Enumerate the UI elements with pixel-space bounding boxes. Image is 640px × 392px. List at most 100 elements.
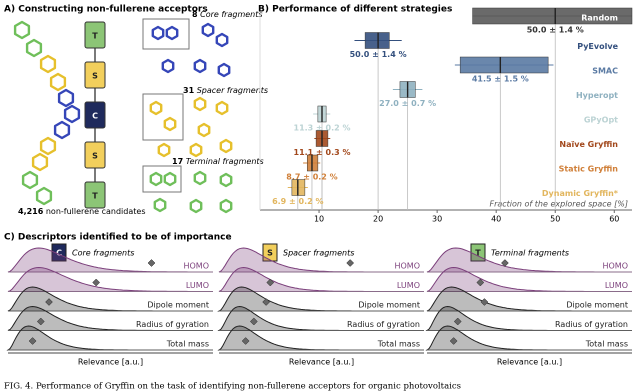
series-name: PyEvolve	[577, 42, 618, 51]
value-label: 8.7 ± 0.2 %	[286, 173, 337, 182]
row-label: LUMO	[186, 281, 209, 290]
row-label: Total mass	[585, 340, 628, 349]
label: Core fragments	[200, 10, 262, 19]
ring	[219, 138, 233, 154]
x-tick-label: 30	[432, 215, 442, 224]
ring	[165, 25, 179, 41]
series-name: Random	[581, 14, 618, 23]
ring	[39, 54, 57, 74]
value-label: 41.5 ± 1.5 %	[472, 75, 529, 84]
ring	[153, 197, 167, 213]
panel-c-title: C) Descriptors identified to be of impor…	[4, 233, 232, 243]
spacer-label: 31 Spacer fragments	[183, 86, 268, 95]
x-axis-label: Relevance [a.u.]	[289, 358, 354, 367]
letter-box	[84, 181, 106, 209]
row-label: LUMO	[397, 281, 420, 290]
ring	[201, 22, 215, 38]
row-label: Radius of gyration	[347, 320, 420, 329]
mean-diamond	[92, 278, 101, 287]
row-label: Total mass	[166, 340, 209, 349]
row-label: LUMO	[605, 281, 628, 290]
series-name: Naïve Gryffin	[559, 140, 618, 149]
molecules	[13, 20, 233, 214]
value-label: 27.0 ± 0.7 %	[379, 99, 436, 108]
ring	[219, 198, 233, 214]
series-name: SMAC	[592, 67, 618, 76]
ring	[163, 116, 177, 132]
label: non-fullerene candidates	[46, 207, 146, 216]
row-label: Dipole moment	[358, 301, 420, 310]
letter: T	[92, 192, 98, 201]
fragment-letters: T S C S T	[84, 21, 106, 209]
ring	[21, 170, 39, 190]
count: 17	[172, 157, 183, 166]
mean-diamond	[476, 278, 485, 287]
mean-diamond	[36, 317, 45, 326]
ring	[13, 20, 31, 40]
ring	[217, 62, 231, 78]
mean-diamond	[262, 298, 271, 306]
mean-diamond	[266, 278, 275, 287]
row-label: HOMO	[602, 262, 628, 271]
ring	[215, 100, 229, 116]
mean-diamond	[241, 337, 250, 345]
x-axis-label: Relevance [a.u.]	[78, 358, 143, 367]
value-label: 11.3 ± 0.2 %	[294, 124, 351, 133]
x-tick-label: 40	[491, 215, 501, 224]
icon-box	[262, 243, 278, 262]
ring	[163, 171, 177, 187]
letter-box	[84, 141, 106, 169]
ring	[219, 172, 233, 188]
value-label: 50.0 ± 1.4 %	[527, 26, 584, 35]
box	[364, 32, 390, 49]
x-tick-label: 20	[373, 215, 383, 224]
icon-box	[51, 243, 67, 262]
mean-diamond	[449, 337, 458, 345]
x-tick-label: 60	[609, 215, 619, 224]
ring	[149, 100, 163, 116]
ring	[149, 171, 163, 187]
fragment-frame	[142, 165, 182, 193]
icon-letter: T	[475, 249, 481, 258]
row-label: Radius of gyration	[555, 320, 628, 329]
box	[472, 7, 633, 25]
label: Terminal fragments	[186, 157, 264, 166]
ring	[193, 58, 207, 74]
value-label: 6.9 ± 0.2 %	[272, 197, 323, 206]
count: 8	[192, 10, 198, 19]
ring	[57, 88, 75, 108]
fragment-frame	[142, 93, 184, 141]
mean-diamond	[249, 317, 258, 326]
ring	[157, 142, 171, 158]
letter-box	[84, 21, 106, 49]
letter: T	[92, 32, 98, 41]
count: 31	[183, 86, 195, 95]
row-label: Radius of gyration	[136, 320, 209, 329]
mean-diamond	[453, 317, 462, 326]
subplot-title: Spacer fragments	[283, 249, 354, 258]
ring	[35, 186, 53, 206]
ring	[161, 58, 175, 74]
panel-a-title: A) Constructing non-fullerene acceptors	[4, 5, 208, 15]
mean-diamond	[45, 298, 53, 306]
mean-diamond	[346, 259, 355, 267]
ring	[39, 136, 57, 156]
ring	[63, 104, 81, 124]
ring	[189, 142, 203, 158]
value-label: 50.0 ± 1.4 %	[350, 50, 407, 59]
plots: B) Performance of different strategies 10…	[6, 5, 633, 367]
x-tick-label: 50	[550, 215, 560, 224]
ring	[49, 72, 67, 92]
x-axis-label: Fraction of the explored space [%]	[489, 200, 628, 209]
fragment-frame	[142, 18, 190, 50]
caption: FIG. 4. Performance of Gryffin on the ta…	[4, 382, 461, 392]
ring	[31, 152, 49, 172]
subplot-title: Core fragments	[72, 249, 134, 258]
box	[459, 56, 549, 74]
letter: S	[92, 152, 98, 161]
label: Spacer fragments	[197, 86, 268, 95]
letter-box	[84, 61, 106, 89]
value-label: 11.1 ± 0.3 %	[294, 148, 351, 157]
x-axis-label: Relevance [a.u.]	[497, 358, 562, 367]
